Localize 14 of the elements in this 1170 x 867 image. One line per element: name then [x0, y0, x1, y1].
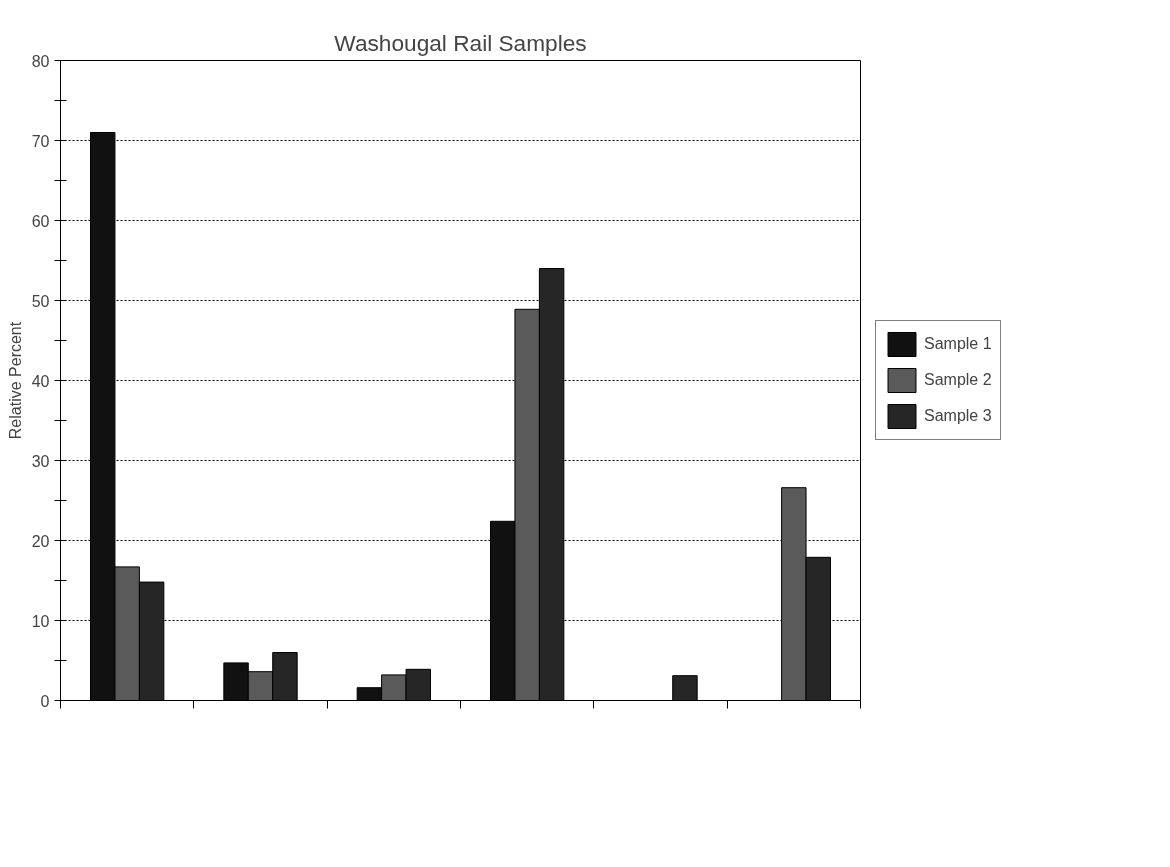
y-tick-label: 50 — [31, 292, 50, 310]
y-tick-label: 70 — [31, 132, 50, 150]
legend-label: Sample 1 — [924, 335, 992, 353]
y-tick-label: 10 — [31, 612, 50, 630]
y-tick-label: 60 — [31, 212, 50, 230]
y-tick-label: 0 — [40, 692, 50, 710]
legend-label: Sample 3 — [924, 407, 992, 425]
y-axis-title: Relative Percent — [6, 321, 24, 440]
legend-label: Sample 2 — [924, 371, 992, 389]
chart-title: Washougal Rail Samples — [334, 29, 587, 56]
y-tick-label: 20 — [31, 532, 50, 550]
y-tick-label: 80 — [31, 52, 50, 70]
y-tick-label: 30 — [31, 452, 50, 470]
y-tick-label: 40 — [31, 372, 50, 390]
